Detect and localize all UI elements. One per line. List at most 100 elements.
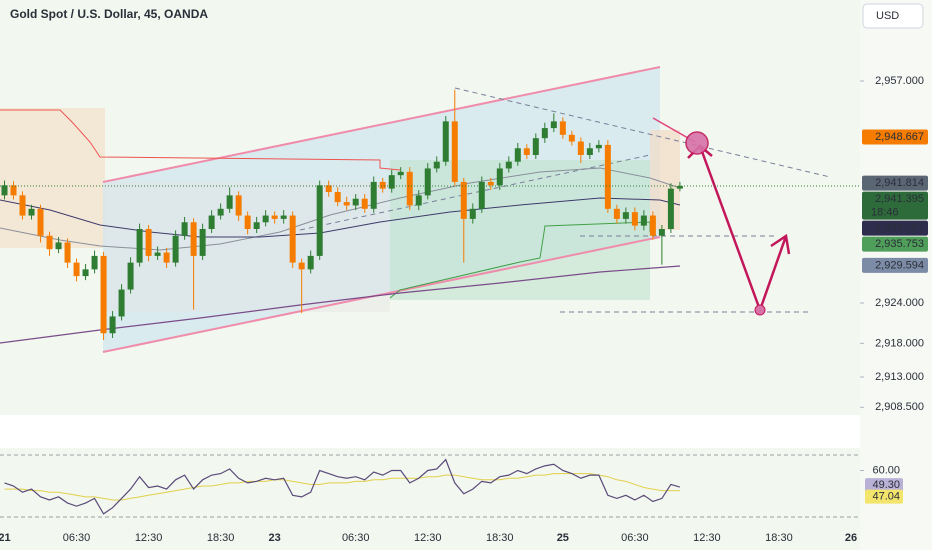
candle-body [397, 171, 404, 176]
rsi-value-label: 49.30 [872, 479, 900, 491]
x-tick-label: 06:30 [621, 532, 649, 544]
candle-body [361, 198, 368, 209]
channel-bottom [102, 236, 661, 353]
candle-body [649, 215, 656, 236]
trend-line [299, 154, 651, 231]
range-box [105, 182, 390, 312]
candle-body [568, 134, 575, 142]
target-circle [685, 131, 709, 155]
candle-body [334, 191, 341, 203]
candle-body [622, 212, 629, 219]
target-dot [754, 304, 766, 316]
y-tick-label: 2,957.000 [875, 75, 924, 87]
x-tick-label: 18:30 [765, 532, 793, 544]
price-label: 2,941.814 [875, 177, 924, 189]
candle-body [550, 121, 557, 129]
y-tick-label: 2,924.000 [875, 297, 924, 309]
countdown: 18:46 [871, 207, 899, 219]
currency-button[interactable] [862, 3, 924, 29]
candle-body [604, 144, 611, 209]
candle-body [406, 171, 413, 206]
candle-body [307, 255, 314, 270]
x-tick-label: 26 [845, 532, 857, 544]
candle-body [298, 262, 305, 270]
candle-body [595, 144, 602, 149]
candle-body [316, 185, 323, 256]
rsi-line [4, 458, 681, 515]
price-label: 2,939.067 [875, 222, 924, 234]
x-tick-label: 06:30 [342, 532, 370, 544]
candle-body [667, 188, 674, 229]
candle-body [442, 121, 449, 162]
pane-gap [0, 415, 932, 448]
rsi-tick-label: 60.00 [872, 464, 900, 476]
candle-body [64, 242, 71, 263]
rsi-value-box [865, 489, 903, 504]
candle-body [136, 228, 143, 263]
candle-body [559, 121, 566, 135]
rsi-value-label: 47.04 [872, 490, 900, 502]
candle-body [415, 195, 422, 206]
candle-body [262, 215, 269, 223]
x-tick-label: 12:30 [414, 532, 442, 544]
candle-body [55, 242, 62, 250]
price-label-box [862, 236, 928, 252]
candle-body [73, 262, 80, 277]
candle-body [640, 215, 647, 226]
price-label-box [862, 257, 928, 273]
price-label: 2,941.395 [875, 193, 924, 205]
candle-body [217, 208, 224, 216]
candles [1, 89, 683, 340]
candle-body [505, 161, 512, 169]
trend-line [454, 87, 831, 178]
candle-body [370, 181, 377, 209]
candle-body [235, 195, 242, 216]
candle-body [631, 212, 638, 226]
x-tick-label: 21 [0, 532, 11, 544]
candle-body [253, 222, 260, 229]
x-tick-label: 23 [269, 532, 281, 544]
candle-body [514, 148, 521, 162]
candle-body [46, 235, 53, 250]
channel-top [102, 66, 661, 183]
rsi-value-box [865, 478, 903, 493]
candle-body [541, 128, 548, 139]
candle-body [1, 185, 8, 196]
candle-body [109, 316, 116, 334]
candle-body [145, 228, 152, 256]
candle-body [433, 161, 440, 169]
candle-body [100, 255, 107, 334]
x-tick-label: 18:30 [207, 532, 235, 544]
price-label-box [862, 129, 928, 145]
candle-body [532, 138, 539, 155]
candle-body [388, 175, 395, 189]
candle-body [82, 269, 89, 277]
candle-body [244, 215, 251, 229]
candle-body [586, 148, 593, 155]
candle-body [19, 195, 26, 216]
candle-body [523, 148, 530, 155]
candle-body [280, 215, 287, 219]
price-label-box [862, 191, 928, 220]
candle-body [451, 121, 458, 182]
candle-body [172, 235, 179, 263]
candle-body [379, 181, 386, 189]
candle-body [208, 215, 215, 229]
arrow-head [770, 233, 791, 255]
x-tick-label: 12:30 [135, 532, 163, 544]
candle-body [127, 262, 134, 290]
candle-body [460, 181, 467, 219]
x-tick-label: 12:30 [693, 532, 721, 544]
candle-body [487, 181, 494, 186]
currency-label[interactable]: USD [876, 10, 899, 22]
rsi-line [4, 473, 680, 501]
chart-title: Gold Spot / U.S. Dollar, 45, OANDA [10, 7, 208, 21]
candle-body [28, 208, 35, 216]
candle-body [469, 208, 476, 219]
candle-body [289, 215, 296, 263]
price-label-box [862, 175, 928, 191]
candle-body [496, 168, 503, 186]
cloud-zone [0, 108, 105, 248]
